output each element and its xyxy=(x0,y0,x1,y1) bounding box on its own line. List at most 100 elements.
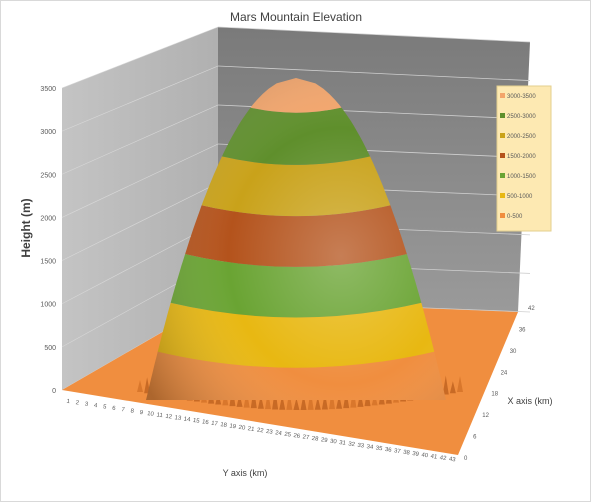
x-tick-label: 22 xyxy=(256,428,264,435)
x-tick-label: 34 xyxy=(366,444,374,451)
y-tick-label: 30 xyxy=(510,349,517,355)
y-tick-label: 0 xyxy=(464,456,468,462)
y-tick-label: 42 xyxy=(528,306,535,312)
wall-gridline xyxy=(61,26,219,89)
x-tick-label: 40 xyxy=(421,452,429,459)
x-tick-label: 30 xyxy=(330,439,338,446)
x-tick-label: 11 xyxy=(156,412,164,419)
y-tick-label: 6 xyxy=(473,435,477,441)
x-tick-label: 19 xyxy=(229,423,237,430)
x-tick-label: 37 xyxy=(394,448,402,455)
base-spike xyxy=(449,381,456,394)
x-tick-label: 14 xyxy=(183,417,191,424)
y-tick-label: 24 xyxy=(501,370,508,376)
z-tick-labels: 0 500 1000 1500 2000 2500 3000 3500 xyxy=(40,86,56,395)
x-tick-label: 41 xyxy=(430,454,438,461)
x-axis-label: Y axis (km) xyxy=(223,468,268,478)
wall-gridline xyxy=(217,26,531,43)
legend-label: 2500-3000 xyxy=(507,114,536,120)
x-tick-label: 6 xyxy=(112,406,117,412)
wall-gridline xyxy=(61,182,219,261)
base-spike xyxy=(286,390,293,410)
x-tick-label: 43 xyxy=(448,457,456,464)
z-tick-label: 2500 xyxy=(40,172,56,179)
x-tick-label: 8 xyxy=(130,408,135,414)
z-axis-label: Height (m) xyxy=(19,198,33,257)
z-tick-label: 1000 xyxy=(40,302,56,309)
legend-label: 1500-2000 xyxy=(507,154,536,160)
legend-swatch xyxy=(500,173,505,178)
base-spike xyxy=(257,394,264,409)
x-tick-label: 36 xyxy=(384,447,392,454)
x-tick-label: 24 xyxy=(275,430,283,437)
base-spike xyxy=(314,396,321,410)
base-spike xyxy=(300,393,307,410)
legend-swatch xyxy=(500,93,505,98)
x-tick-label: 26 xyxy=(293,433,301,440)
legend-swatch xyxy=(500,113,505,118)
x-tick-label: 32 xyxy=(348,441,356,448)
legend-label: 0-500 xyxy=(507,214,523,220)
y-axis-label: X axis (km) xyxy=(508,396,553,406)
x-tick-label: 21 xyxy=(247,426,255,433)
x-tick-label: 18 xyxy=(220,422,228,429)
base-spike xyxy=(336,394,343,409)
z-tick-label: 3000 xyxy=(40,129,56,136)
legend-label: 500-1000 xyxy=(507,194,533,200)
x-tick-label: 23 xyxy=(266,429,274,436)
legend-swatch xyxy=(500,213,505,218)
wall-gridline xyxy=(217,65,531,81)
x-tick-label: 29 xyxy=(320,437,328,444)
x-tick-label: 15 xyxy=(192,418,200,425)
x-tick-label: 39 xyxy=(412,451,420,458)
x-tick-label: 2 xyxy=(75,400,80,406)
x-tick-label: 31 xyxy=(339,440,347,447)
x-tick-label: 13 xyxy=(174,415,182,422)
legend-label: 2000-2500 xyxy=(507,134,536,140)
legend-label: 3000-3500 xyxy=(507,94,536,100)
z-tick-label: 1500 xyxy=(40,259,56,266)
x-tick-label: 10 xyxy=(147,411,155,418)
base-spike xyxy=(236,393,243,407)
x-tick-label: 16 xyxy=(202,419,210,426)
z-tick-label: 500 xyxy=(44,345,56,352)
x-tick-label: 1 xyxy=(66,399,71,405)
chart-title: Mars Mountain Elevation xyxy=(230,10,362,24)
legend: 3000-3500 2500-3000 2000-2500 1500-2000 1000… xyxy=(496,85,552,232)
z-tick-label: 2000 xyxy=(40,215,56,222)
x-tick-label: 7 xyxy=(121,407,126,413)
legend-box xyxy=(496,85,552,232)
x-tick-label: 12 xyxy=(165,414,173,421)
x-tick-label: 42 xyxy=(439,455,447,462)
z-tick-label: 0 xyxy=(52,388,56,395)
x-tick-label: 33 xyxy=(357,443,365,450)
base-spike xyxy=(279,394,286,410)
legend-swatch xyxy=(500,153,505,158)
x-tick-label: 28 xyxy=(311,436,319,443)
wall-gridline xyxy=(61,65,219,132)
x-tick-label: 9 xyxy=(139,410,144,416)
x-tick-label: 38 xyxy=(403,450,411,457)
x-tick-label: 5 xyxy=(103,404,108,410)
base-spike xyxy=(293,397,300,410)
base-spike xyxy=(137,380,143,392)
x-tick-label: 4 xyxy=(93,403,98,409)
base-spike xyxy=(457,376,463,392)
y-tick-label: 18 xyxy=(491,392,498,398)
y-tick-labels: 0 6 12 18 24 30 36 42 xyxy=(464,306,535,462)
x-tick-label: 3 xyxy=(84,402,89,408)
z-tick-label: 3500 xyxy=(40,86,56,93)
y-tick-label: 36 xyxy=(519,327,526,333)
x-tick-label: 25 xyxy=(284,432,292,439)
x-tick-label: 17 xyxy=(211,421,219,428)
base-spike xyxy=(321,392,328,410)
x-tick-labels: 1 2 3 4 5 6 7 8 9 10 11 12 13 14 15 16 17 18 19 20 21 22 23 24 2… xyxy=(66,399,456,464)
y-tick-label: 12 xyxy=(482,413,489,419)
base-spike xyxy=(442,375,449,395)
x-tick-label: 27 xyxy=(302,434,310,441)
wall-gridline xyxy=(61,104,219,175)
base-spike xyxy=(265,391,271,410)
x-tick-label: 35 xyxy=(375,446,383,453)
